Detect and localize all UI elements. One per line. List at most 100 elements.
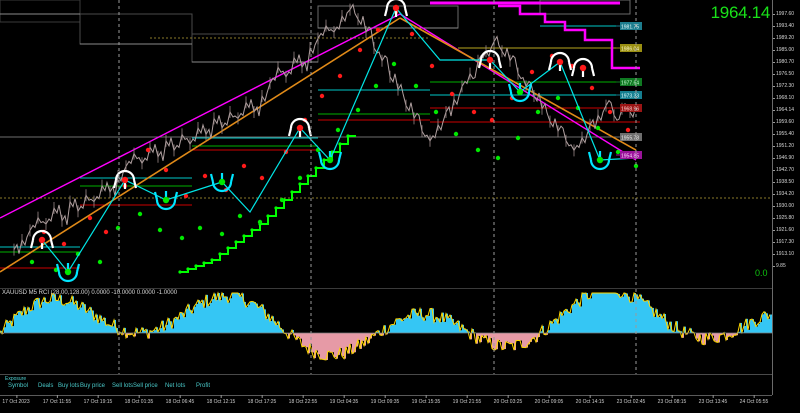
- sell-signal-dot[interactable]: [471, 109, 477, 115]
- buy-signal-dot[interactable]: [515, 135, 521, 141]
- indicator-bar-positive: [626, 293, 628, 333]
- peak-marker[interactable]: [547, 51, 573, 71]
- sell-signal-dot[interactable]: [409, 31, 415, 37]
- sell-signal-dot[interactable]: [589, 85, 595, 91]
- trough-marker[interactable]: [55, 263, 81, 283]
- price-tag[interactable]: 1955.78: [616, 133, 642, 141]
- buy-signal-dot[interactable]: [373, 83, 379, 89]
- sell-signal-dot[interactable]: [163, 167, 169, 173]
- sell-signal-dot[interactable]: [319, 93, 325, 99]
- sell-signal-dot[interactable]: [529, 69, 535, 75]
- price-tag[interactable]: 1981.75: [616, 22, 642, 30]
- trough-marker[interactable]: [507, 83, 533, 103]
- sell-signal-dot[interactable]: [61, 241, 67, 247]
- sell-signal-dot[interactable]: [202, 173, 208, 179]
- sell-signal-dot[interactable]: [429, 63, 435, 69]
- buy-signal-dot[interactable]: [157, 227, 163, 233]
- price-tag[interactable]: 1968.96: [616, 104, 642, 112]
- indicator-bar-positive: [404, 318, 406, 333]
- staircase-dot: [194, 264, 198, 268]
- staircase-dot: [186, 267, 190, 271]
- buy-signal-dot[interactable]: [335, 127, 341, 133]
- indicator-bar-negative: [726, 333, 728, 341]
- buy-signal-dot[interactable]: [355, 107, 361, 113]
- indicator-bar-negative: [340, 333, 342, 349]
- indicator-bar-positive: [160, 328, 162, 333]
- sell-signal-dot[interactable]: [103, 229, 109, 235]
- trough-marker[interactable]: [153, 191, 179, 211]
- price-tag[interactable]: 1954.85: [616, 151, 642, 159]
- buy-signal-dot[interactable]: [297, 175, 303, 181]
- sell-signal-dot[interactable]: [87, 215, 93, 221]
- sell-signal-dot[interactable]: [607, 109, 613, 115]
- time-tick: 17 Oct 11:55: [42, 395, 72, 405]
- peak-marker[interactable]: [287, 117, 313, 137]
- buy-signal-dot[interactable]: [137, 211, 143, 217]
- sell-signal-dot[interactable]: [337, 73, 343, 79]
- peak-marker[interactable]: [383, 0, 409, 17]
- price-scale[interactable]: 1997.60 1993.40 1989.20 1985.00 1980.70 1976.…: [772, 0, 800, 395]
- buy-signal-dot[interactable]: [391, 61, 397, 67]
- buy-signal-dot[interactable]: [197, 225, 203, 231]
- indicator-bar-positive: [624, 293, 626, 333]
- buy-signal-dot[interactable]: [595, 125, 601, 131]
- buy-signal-dot[interactable]: [97, 259, 103, 265]
- staircase-dot: [290, 190, 294, 194]
- price-tick: 1985.00: [772, 47, 795, 53]
- peak-marker[interactable]: [477, 49, 503, 69]
- buy-signal-dot[interactable]: [257, 219, 263, 225]
- indicator-bar-positive: [760, 322, 762, 333]
- peak-marker[interactable]: [112, 169, 138, 189]
- trough-marker[interactable]: [587, 151, 613, 171]
- buy-signal-dot[interactable]: [433, 109, 439, 115]
- buy-signal-dot[interactable]: [219, 231, 225, 237]
- price-tag[interactable]: 1977.64: [616, 78, 642, 86]
- price-tag[interactable]: 1973.33: [616, 91, 642, 99]
- buy-signal-dot[interactable]: [179, 235, 185, 241]
- price-chart-pane[interactable]: 1981.75 1986.04 1977.64 1973.33 1968.96 1955.…: [0, 0, 772, 288]
- buy-signal-dot[interactable]: [555, 95, 561, 101]
- time-tick: 18 Oct 17:25: [247, 395, 277, 405]
- trough-marker[interactable]: [209, 173, 235, 193]
- peak-marker[interactable]: [29, 229, 55, 249]
- exposure-column-header[interactable]: Buy lots: [58, 383, 80, 389]
- sell-signal-dot[interactable]: [375, 27, 381, 33]
- indicator-bar-positive: [184, 317, 186, 333]
- trough-marker[interactable]: [317, 151, 343, 171]
- indicator-bar-positive: [428, 315, 430, 333]
- exposure-column-header[interactable]: Sell price: [133, 383, 158, 389]
- exposure-column-header[interactable]: Sell lots: [112, 383, 134, 389]
- buy-signal-dot[interactable]: [29, 259, 35, 265]
- buy-signal-dot[interactable]: [495, 155, 501, 161]
- indicator-bar-positive: [576, 299, 578, 333]
- sell-signal-dot[interactable]: [489, 117, 495, 123]
- sell-signal-dot[interactable]: [259, 175, 265, 181]
- buy-signal-dot[interactable]: [115, 225, 121, 231]
- indicator-bar-positive: [628, 296, 630, 333]
- sell-signal-dot[interactable]: [183, 193, 189, 199]
- price-tag[interactable]: 1986.04: [616, 44, 642, 52]
- buy-signal-dot[interactable]: [237, 213, 243, 219]
- indicator-bar-positive: [672, 330, 674, 333]
- buy-signal-dot[interactable]: [453, 131, 459, 137]
- buy-signal-dot[interactable]: [475, 147, 481, 153]
- buy-signal-dot[interactable]: [615, 149, 621, 155]
- buy-signal-dot[interactable]: [535, 109, 541, 115]
- exposure-column-header[interactable]: Symbol: [8, 383, 29, 389]
- indicator-subwindow[interactable]: XAUUSD M5 RCI (28.00,128.00) 0.0000 -10.…: [0, 288, 772, 375]
- sell-signal-dot[interactable]: [625, 127, 631, 133]
- exposure-column-header[interactable]: Deals: [38, 383, 54, 389]
- sell-signal-dot[interactable]: [241, 163, 247, 169]
- exposure-column-header[interactable]: Net lots: [165, 383, 186, 389]
- indicator-bar-positive: [438, 318, 440, 333]
- exposure-column-header[interactable]: Buy price: [80, 383, 106, 389]
- sell-signal-dot[interactable]: [449, 91, 455, 97]
- buy-signal-dot[interactable]: [413, 83, 419, 89]
- peak-marker[interactable]: [570, 57, 596, 77]
- exposure-column-header[interactable]: Profit: [196, 383, 211, 389]
- buy-signal-dot[interactable]: [633, 163, 639, 169]
- sell-signal-dot[interactable]: [357, 47, 363, 53]
- time-scale[interactable]: 17 Oct 2023 17 Oct 11:55 17 Oct 19:15 18 Oc…: [0, 395, 772, 413]
- sell-signal-dot[interactable]: [145, 147, 151, 153]
- buy-signal-dot[interactable]: [279, 197, 285, 203]
